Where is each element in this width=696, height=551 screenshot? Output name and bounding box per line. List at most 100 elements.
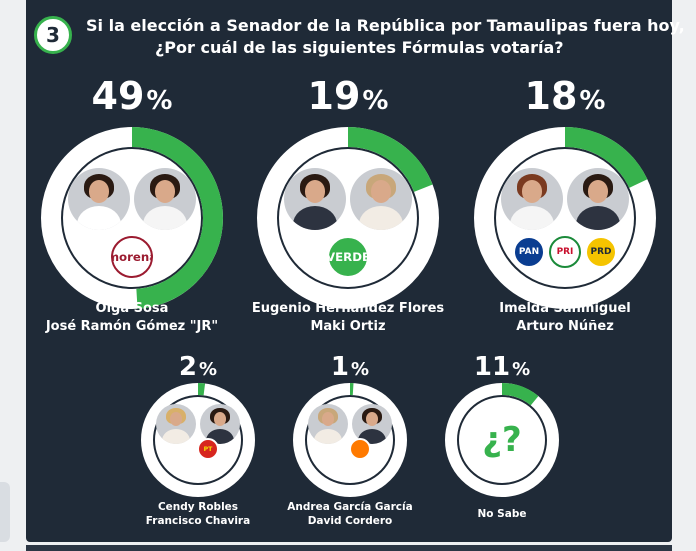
candidate-names: Eugenio Hernández Flores Maki Ortiz <box>216 300 480 336</box>
candidate-photo-2 <box>567 168 629 230</box>
percent-sign: % <box>512 359 531 380</box>
percent-sign: % <box>362 86 389 116</box>
percentage-value: 19 <box>307 74 361 118</box>
percentage-label: 1% <box>292 352 408 382</box>
candidate-eugenio-hernandez: 19% Eugenio Hernández Flores Maki Ortiz … <box>252 68 444 338</box>
candidate-name-1: Olga Sosa <box>95 301 169 316</box>
percentage-label: 11% <box>444 352 560 382</box>
shoulders-shape <box>142 206 188 230</box>
result-ring <box>141 383 255 497</box>
ring-value-arc <box>474 127 656 309</box>
candidate-name-1: No Sabe <box>477 508 527 520</box>
face-shape <box>588 180 608 203</box>
face-shape <box>169 412 183 427</box>
unknown-symbol: ¿? <box>482 420 522 460</box>
pt-logo-icon: PT <box>197 438 219 460</box>
ring-value-arc <box>41 127 223 309</box>
party-logo-text: PAN <box>518 247 540 257</box>
candidate-photo-2 <box>350 168 412 230</box>
candidate-name-2: Arturo Núñez <box>516 319 614 334</box>
party-logo-text: morena <box>113 250 151 264</box>
party-logo-text: PRD <box>590 247 612 257</box>
percentage-value: 18 <box>524 74 578 118</box>
percent-sign: % <box>146 86 173 116</box>
percentage-value: 11 <box>473 352 511 382</box>
question-line-1: Si la elección a Senador de la República… <box>86 16 685 35</box>
candidate-name-2: David Cordero <box>307 515 393 527</box>
candidate-photo-2 <box>200 404 240 444</box>
candidate-name-1: Eugenio Hernández Flores <box>251 301 445 316</box>
shoulders-shape <box>161 428 191 444</box>
candidate-names: Imelda Sanmiguel Arturo Núñez <box>433 300 696 336</box>
movimiento-ciudadano-logo-icon <box>349 438 371 460</box>
shoulders-shape <box>509 206 555 230</box>
percentage-label: 18% <box>473 74 657 118</box>
candidate-names: No Sabe <box>404 507 600 521</box>
candidate-name-2: Maki Ortiz <box>310 319 386 334</box>
candidate-name-2: José Ramón Gómez "JR" <box>45 319 219 334</box>
percent-sign: % <box>351 359 370 380</box>
candidate-names: Olga Sosa José Ramón Gómez "JR" <box>0 300 264 336</box>
left-edge-tab <box>0 482 10 542</box>
shoulders-shape <box>313 428 343 444</box>
result-ring <box>445 383 559 497</box>
question-line-2: ¿Por cuál de las siguientes Fórmulas vot… <box>155 38 564 57</box>
candidate-name-1: Imelda Sanmiguel <box>499 301 631 316</box>
percent-sign: % <box>199 359 218 380</box>
result-ring <box>257 127 439 309</box>
candidate-olga-sosa: 49% Olga Sosa José Ramón Gómez "JR" more… <box>40 68 224 338</box>
candidate-photo-1 <box>308 404 348 444</box>
candidate-cendy-robles: 2% Cendy Robles Francisco Chavira PT <box>140 352 256 532</box>
ring-value-arc <box>293 383 407 497</box>
morena-logo-icon: morena <box>111 236 153 278</box>
percentage-label: 19% <box>256 74 440 118</box>
percentage-label: 2% <box>140 352 256 382</box>
candidate-photo-1 <box>68 168 130 230</box>
shoulders-shape <box>292 206 338 230</box>
candidate-andrea-garcia: 1% Andrea García García David Cordero <box>287 352 412 532</box>
pri-logo-icon: PRI <box>549 236 581 268</box>
prd-logo-icon: PRD <box>585 236 617 268</box>
candidate-names: Cendy Robles Francisco Chavira <box>100 500 296 528</box>
face-shape <box>321 412 335 427</box>
percent-sign: % <box>579 86 606 116</box>
candidate-photo-1 <box>501 168 563 230</box>
candidate-name-1: Cendy Robles <box>157 501 239 513</box>
percentage-value: 2 <box>178 352 198 382</box>
pan-logo-icon: PAN <box>513 236 545 268</box>
result-ring <box>41 127 223 309</box>
candidate-imelda-sanmiguel: 18% Imelda Sanmiguel Arturo Núñez PAN PRI… <box>473 68 657 338</box>
percentage-label: 49% <box>40 74 224 118</box>
result-ring <box>474 127 656 309</box>
shoulders-shape <box>76 206 122 230</box>
shoulders-shape <box>358 206 404 230</box>
face-shape <box>365 412 379 427</box>
face-shape <box>213 412 227 427</box>
face-shape <box>371 180 391 203</box>
ring-value-arc <box>257 127 439 309</box>
ring-value-arc <box>445 383 559 497</box>
party-logo-text: PRI <box>556 247 574 257</box>
verde-logo-icon: VERDE <box>327 236 369 278</box>
party-logo-text: PT <box>203 445 213 453</box>
shoulders-shape <box>575 206 621 230</box>
option-no-sabe: 11% ¿? No Sabe <box>444 352 560 532</box>
candidate-photo-2 <box>134 168 196 230</box>
party-logo-text: VERDE <box>327 250 369 264</box>
candidate-photo-1 <box>156 404 196 444</box>
percentage-value: 49 <box>91 74 145 118</box>
candidate-name-1: Andrea García García <box>287 501 413 513</box>
bottom-strip <box>26 545 672 551</box>
result-ring <box>293 383 407 497</box>
face-shape <box>89 180 109 203</box>
candidate-photo-1 <box>284 168 346 230</box>
face-shape <box>305 180 325 203</box>
candidate-name-2: Francisco Chavira <box>145 515 251 527</box>
ring-value-arc <box>141 383 255 497</box>
candidate-names: Andrea García García David Cordero <box>252 500 448 528</box>
face-shape <box>155 180 175 203</box>
face-shape <box>522 180 542 203</box>
ring-inner <box>459 397 545 483</box>
question-number-badge: 3 <box>34 16 72 54</box>
percentage-value: 1 <box>330 352 350 382</box>
